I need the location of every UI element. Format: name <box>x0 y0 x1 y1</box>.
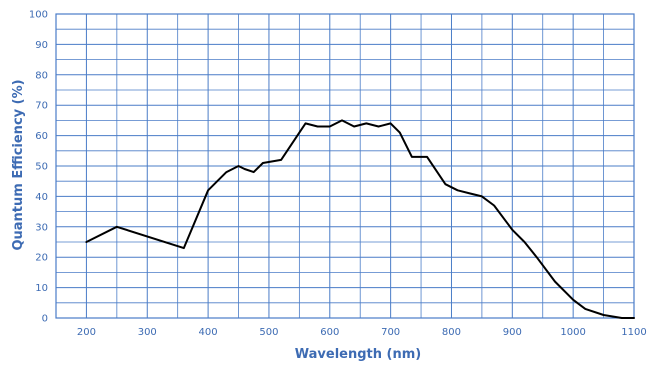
x-tick-label: 300 <box>138 327 157 338</box>
grid <box>55 13 635 319</box>
y-tick-label: 90 <box>35 40 48 51</box>
x-tick-label: 200 <box>77 327 96 338</box>
series-layer <box>85 119 635 319</box>
y-tick-label: 10 <box>35 283 48 294</box>
x-tick-label: 400 <box>199 327 218 338</box>
x-tick-label: 900 <box>503 327 522 338</box>
y-tick-label: 100 <box>29 10 48 21</box>
y-tick-label: 40 <box>35 192 48 203</box>
y-tick-label: 0 <box>42 314 48 325</box>
y-tick-label: 20 <box>35 253 48 264</box>
series-line <box>85 119 635 319</box>
x-tick-labels: 200 300 400 500 600 700 800 900 1000 1100 <box>77 327 647 338</box>
x-tick-label: 700 <box>381 327 400 338</box>
x-tick-label: 500 <box>259 327 278 338</box>
x-tick-label: 800 <box>442 327 461 338</box>
x-axis-title: Wavelength (nm) <box>295 347 421 362</box>
y-axis-title: Quantum Efficiency (%) <box>11 79 26 250</box>
y-tick-label: 70 <box>35 101 48 112</box>
x-tick-label: 1000 <box>560 327 585 338</box>
y-tick-label: 50 <box>35 162 48 173</box>
y-tick-label: 80 <box>35 70 48 81</box>
y-tick-labels: 0 10 20 30 40 50 60 70 80 90 100 <box>29 10 48 325</box>
y-tick-label: 30 <box>35 222 48 233</box>
x-tick-label: 600 <box>320 327 339 338</box>
y-tick-label: 60 <box>35 131 48 142</box>
x-tick-label: 1100 <box>621 327 646 338</box>
